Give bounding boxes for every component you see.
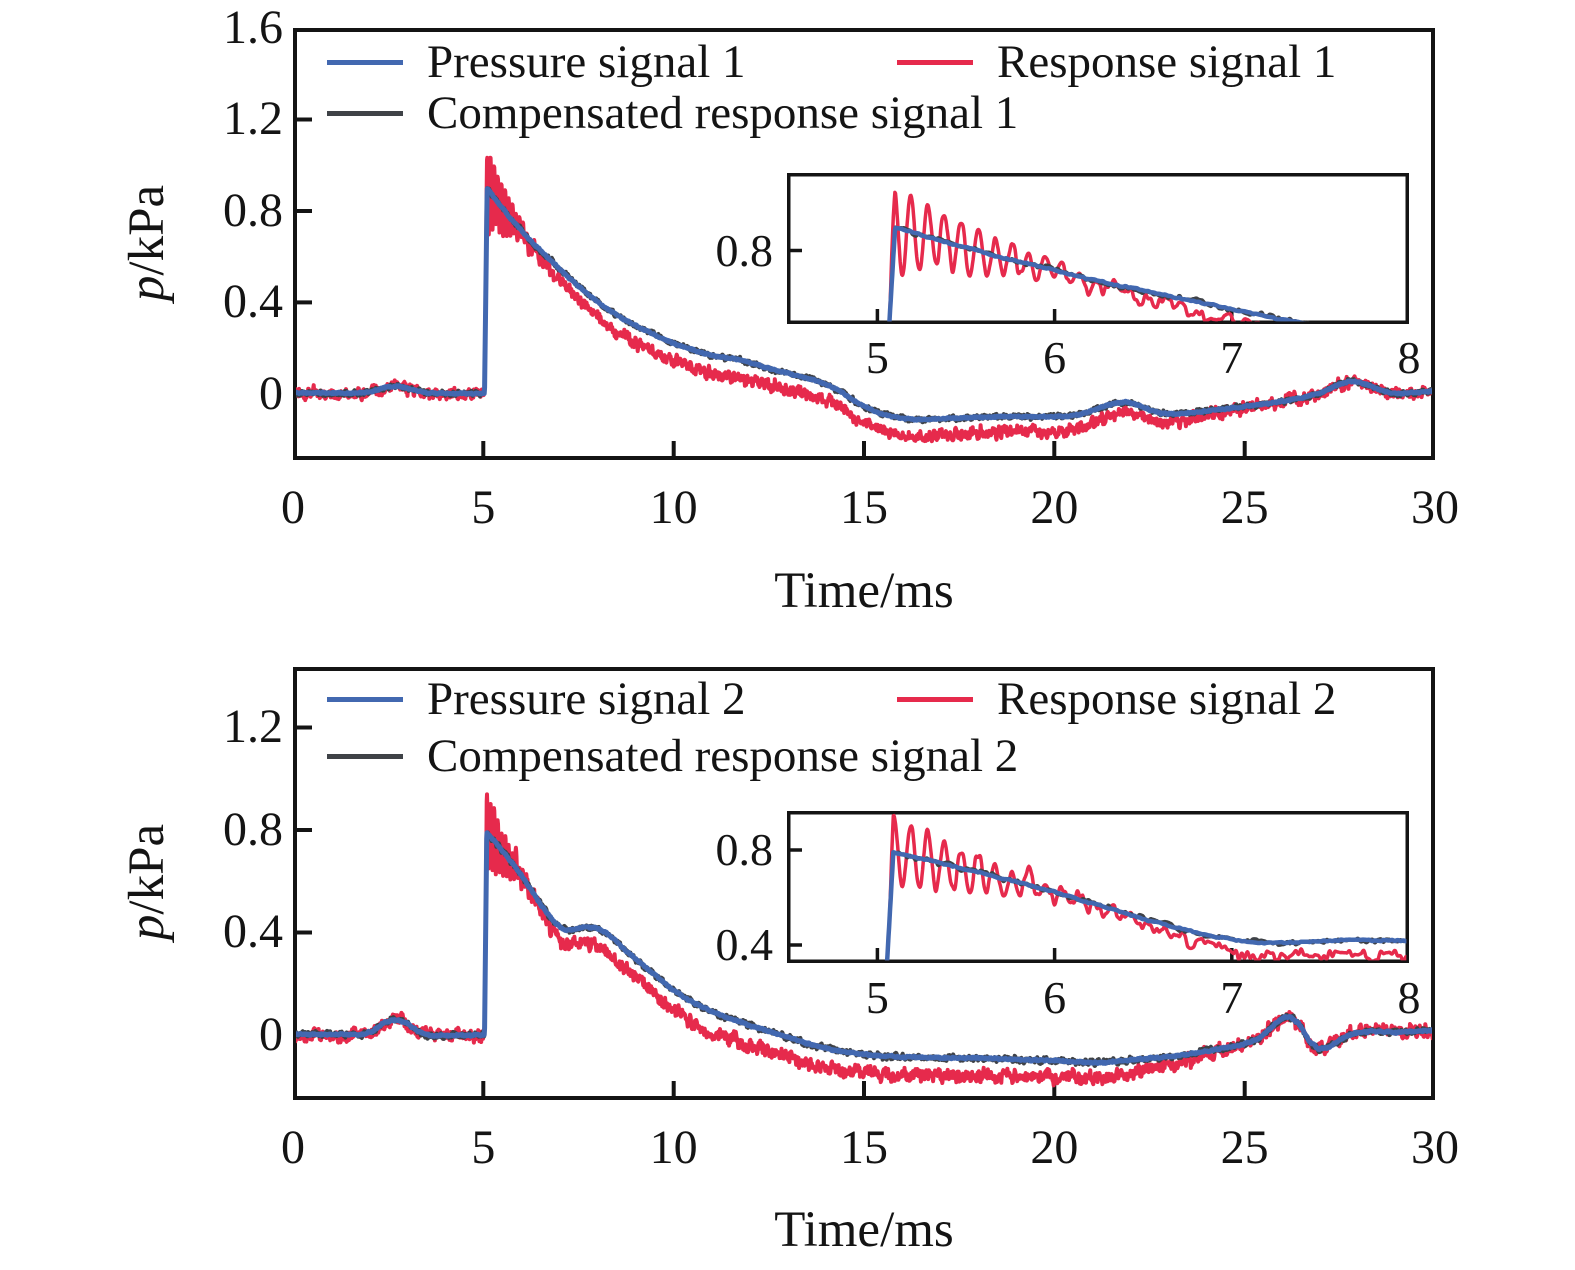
inset-x-tick-label: 7: [1220, 332, 1244, 383]
plot1-x-axis-title: Time/ms: [774, 563, 954, 619]
legend-item-compensated-1: Compensated response signal 1: [327, 89, 1018, 137]
y-tick-label: 0.4: [223, 275, 283, 328]
x-tick-label: 30: [1411, 481, 1459, 534]
legend-item-response-2: Response signal 2: [897, 675, 1336, 723]
x-tick-label: 0: [281, 1121, 305, 1174]
x-tick-label: 15: [840, 1121, 888, 1174]
inset-x-tick-label: 5: [865, 972, 889, 1023]
y-tick-label: 1.2: [223, 92, 283, 145]
legend-label-response-1: Response signal 1: [997, 36, 1337, 88]
y-tick-label: 0.8: [223, 184, 283, 237]
inset-x-tick-label: 6: [1043, 332, 1067, 383]
x-tick-label: 20: [1030, 1121, 1079, 1174]
y-tick-label: 0.8: [223, 803, 283, 856]
plot1-inset-canvas: [787, 173, 1409, 324]
y-tick-label: 0: [259, 1008, 283, 1061]
inset-x-tick-label: 7: [1220, 972, 1244, 1023]
legend-label-pressure-1: Pressure signal 1: [427, 36, 746, 88]
legend-line-response-2: [897, 696, 973, 702]
legend-label-compensated-2: Compensated response signal 2: [427, 730, 1019, 782]
legend-label-pressure-2: Pressure signal 2: [427, 673, 746, 725]
legend-line-response-1: [897, 59, 973, 65]
legend-line-compensated-2: [327, 753, 403, 759]
legend-line-compensated-1: [327, 110, 403, 116]
legend-item-compensated-2: Compensated response signal 2: [327, 732, 1018, 780]
x-tick-label: 5: [471, 481, 496, 534]
inset-x-tick-label: 5: [865, 332, 889, 383]
x-tick-label: 0: [281, 481, 305, 534]
inset-y-tick-label: 0.8: [715, 824, 774, 875]
x-tick-label: 25: [1220, 1121, 1269, 1174]
inset-x-tick-label: 8: [1397, 332, 1421, 383]
x-tick-label: 10: [649, 481, 698, 534]
legend-label-compensated-1: Compensated response signal 1: [427, 87, 1019, 139]
legend-line-pressure-1: [327, 59, 403, 65]
plot2-x-axis-title: Time/ms: [774, 1202, 954, 1258]
x-tick-label: 15: [840, 481, 888, 534]
legend-item-pressure-2: Pressure signal 2: [327, 675, 746, 723]
plot2-inset-canvas: [787, 811, 1409, 963]
legend-label-response-2: Response signal 2: [997, 673, 1337, 725]
inset-y-tick-label: 0.4: [715, 919, 774, 970]
legend-line-pressure-2: [327, 696, 403, 702]
x-tick-label: 10: [649, 1121, 698, 1174]
y-tick-label: 0.4: [223, 905, 283, 958]
legend-item-response-1: Response signal 1: [897, 38, 1336, 86]
inset-x-tick-label: 8: [1397, 972, 1421, 1023]
y-tick-label: 1.2: [223, 700, 283, 753]
x-tick-label: 25: [1220, 481, 1269, 534]
inset-x-tick-label: 6: [1043, 972, 1067, 1023]
y-tick-label: 1.6: [223, 1, 283, 54]
x-tick-label: 20: [1030, 481, 1079, 534]
x-tick-label: 30: [1411, 1121, 1459, 1174]
y-tick-label: 0: [259, 367, 283, 420]
x-tick-label: 5: [471, 1121, 496, 1174]
inset-y-tick-label: 0.8: [715, 225, 774, 276]
legend-item-pressure-1: Pressure signal 1: [327, 38, 746, 86]
